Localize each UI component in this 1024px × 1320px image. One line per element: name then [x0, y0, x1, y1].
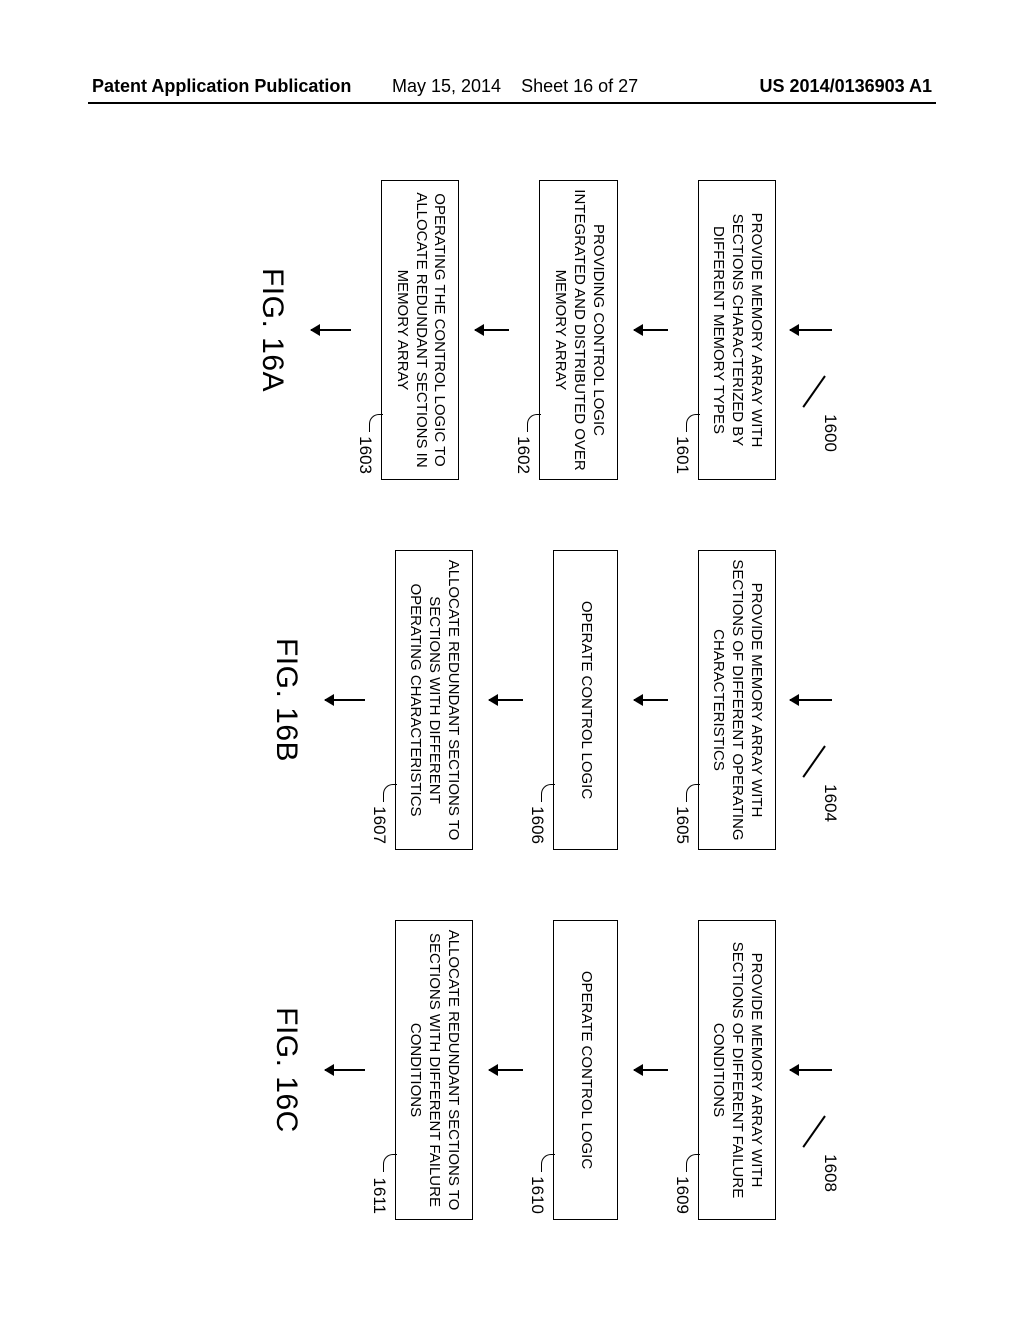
arrow [476, 329, 510, 331]
ref-1611: 1611 [369, 1177, 389, 1214]
box-1603: OPERATING THE CONTROL LOGIC TO ALLOCATE … [381, 180, 459, 480]
box-1611: ALLOCATE REDUNDANT SECTIONS TO SECTIONS … [395, 920, 473, 1220]
ref-hook [686, 784, 700, 802]
fig-16b: 1604 PROVIDE MEMORY ARRAY WITH SECTIONS … [269, 550, 832, 850]
box-1607: ALLOCATE REDUNDANT SECTIONS TO SECTIONS … [395, 550, 473, 850]
header-left: Patent Application Publication [92, 76, 351, 97]
header-right: US 2014/0136903 A1 [760, 76, 932, 97]
ref-hook [541, 784, 555, 802]
box-1610: OPERATE CONTROL LOGIC [553, 920, 618, 1220]
leader-line [802, 1115, 825, 1147]
entry-arrow [790, 1069, 832, 1071]
ref-hook [528, 414, 542, 432]
arrow [634, 329, 668, 331]
header-sheet: Sheet 16 of 27 [521, 76, 638, 96]
arrow [634, 1069, 668, 1071]
ref-hook [541, 1154, 555, 1172]
fig-16a: 1600 PROVIDE MEMORY ARRAY WITH SECTIONS … [255, 180, 832, 480]
header-mid: May 15, 2014 Sheet 16 of 27 [392, 76, 638, 97]
ref-1605: 1605 [672, 806, 692, 844]
exit-arrow [325, 699, 365, 701]
ref-1606: 1606 [527, 806, 547, 844]
ref-1609: 1609 [672, 1176, 692, 1214]
ref-hook [383, 1154, 397, 1172]
arrow [634, 699, 668, 701]
exit-arrow [325, 1069, 365, 1071]
box-1606: OPERATE CONTROL LOGIC [553, 550, 618, 850]
header-rule [88, 102, 936, 104]
page-header: Patent Application Publication May 15, 2… [0, 72, 1024, 112]
ref-1600: 1600 [820, 414, 840, 452]
ref-hook [383, 784, 397, 802]
fig-label-b: FIG. 16B [269, 550, 303, 850]
ref-1603: 1603 [355, 436, 375, 474]
entry-arrow [790, 699, 832, 701]
exit-arrow [311, 329, 351, 331]
ref-1601: 1601 [672, 436, 692, 474]
ref-1604: 1604 [820, 784, 840, 822]
arrow [489, 699, 523, 701]
entry-arrow [790, 329, 832, 331]
ref-hook [686, 414, 700, 432]
ref-1608: 1608 [820, 1154, 840, 1192]
header-date: May 15, 2014 [392, 76, 501, 96]
ref-1610: 1610 [527, 1176, 547, 1214]
box-1609: PROVIDE MEMORY ARRAY WITH SECTIONS OF DI… [698, 920, 776, 1220]
fig-label-c: FIG. 16C [269, 920, 303, 1220]
box-1605: PROVIDE MEMORY ARRAY WITH SECTIONS OF DI… [698, 550, 776, 850]
ref-hook [369, 414, 383, 432]
fig-label-a: FIG. 16A [255, 180, 289, 480]
ref-1602: 1602 [514, 436, 534, 474]
arrow [489, 1069, 523, 1071]
box-1602: PROVIDING CONTROL LOGIC INTEGRATED AND D… [540, 180, 618, 480]
leader-line [802, 745, 825, 777]
ref-1607: 1607 [369, 806, 389, 844]
box-1601: PROVIDE MEMORY ARRAY WITH SECTIONS CHARA… [698, 180, 776, 480]
leader-line [802, 375, 825, 407]
ref-hook [686, 1154, 700, 1172]
fig-16c: 1608 PROVIDE MEMORY ARRAY WITH SECTIONS … [269, 920, 832, 1220]
